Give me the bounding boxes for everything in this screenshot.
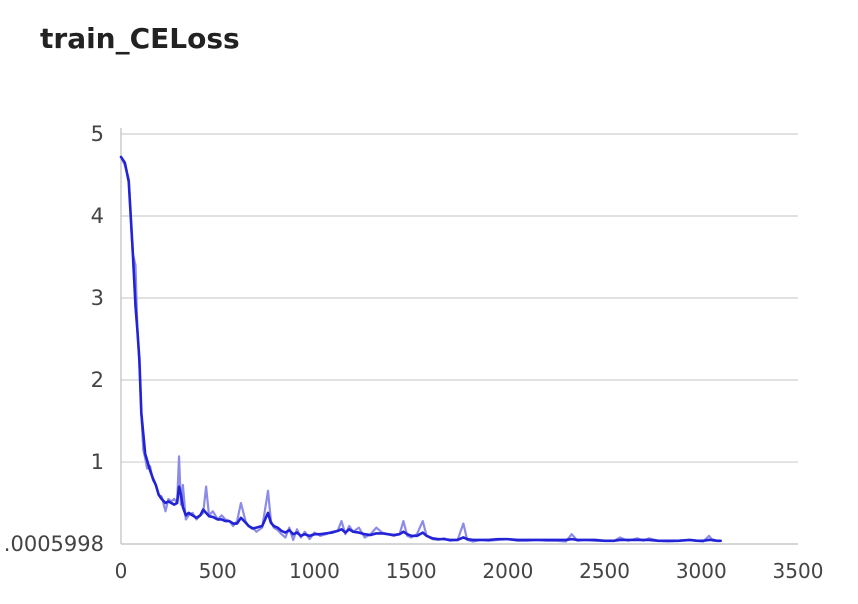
x-tick-label: 1000: [289, 559, 340, 583]
chart-title: train_CELoss: [40, 22, 240, 55]
x-tick-label: 0: [115, 559, 128, 583]
y-tick-label: 4: [91, 204, 104, 228]
x-tick-label: 1500: [386, 559, 437, 583]
series-line-smoothed: [119, 155, 722, 543]
x-tick-label: 2000: [482, 559, 533, 583]
y-tick-label: .0005998: [4, 532, 104, 556]
x-tick-label: 3500: [773, 559, 824, 583]
x-tick-label: 3000: [676, 559, 727, 583]
y-tick-label: 3: [91, 286, 104, 310]
y-tick-label: 2: [91, 368, 104, 392]
y-axis-ticks: .0005998 1 2 3 4 5: [4, 122, 104, 556]
axes: [120, 128, 798, 545]
x-tick-label: 2500: [579, 559, 630, 583]
plot-series: [119, 155, 722, 543]
grid-lines: [121, 133, 798, 463]
x-tick-label: 500: [199, 559, 237, 583]
y-tick-label: 1: [91, 450, 104, 474]
y-tick-label: 5: [91, 122, 104, 146]
x-axis-ticks: 0 500 1000 1500 2000 2500 3000 3500: [115, 559, 824, 583]
series-line-raw: [119, 155, 722, 543]
